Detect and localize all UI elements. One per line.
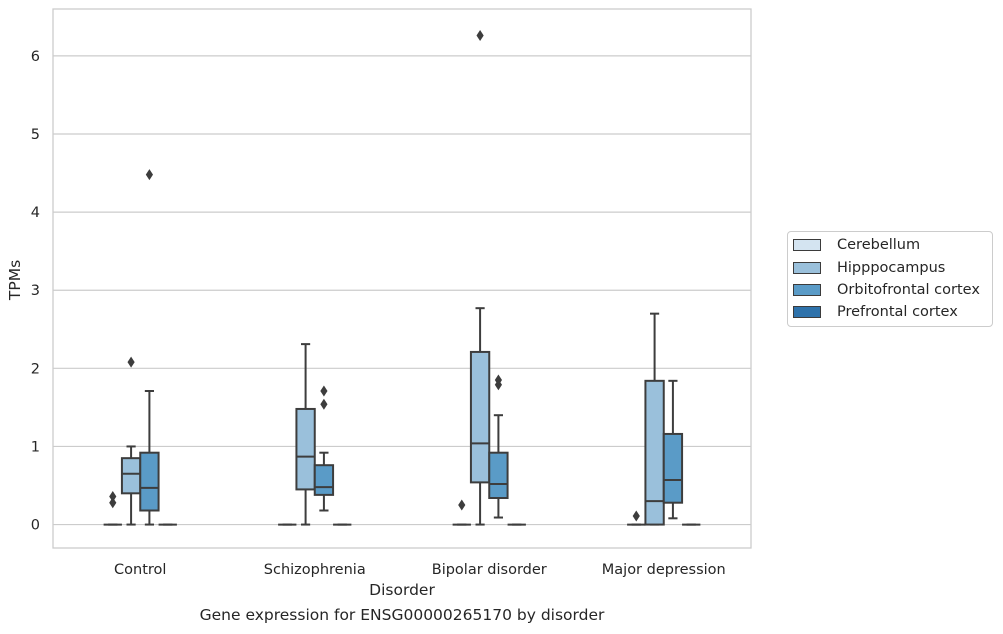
box-body (313, 464, 335, 496)
y-tick-label: 6 (31, 49, 40, 65)
y-tick-label: 3 (31, 283, 40, 299)
box-2-3 (662, 379, 684, 520)
legend-item-cerebellum: Cerebellum (793, 234, 920, 256)
legend-label: Orbitofrontal cortex (837, 282, 980, 298)
box-0-3 (627, 510, 646, 526)
legend-item-orbitofrontal-cortex: Orbitofrontal cortex (793, 279, 980, 301)
outlier-point (109, 490, 117, 502)
box-body (644, 379, 665, 526)
y-axis-label: TPMs (6, 260, 24, 301)
x-axis-label: Disorder (369, 581, 435, 599)
legend-item-prefrontal-cortex: Prefrontal cortex (793, 301, 958, 323)
legend-swatch (793, 306, 821, 318)
outlier-point (632, 510, 640, 522)
box-2-2 (488, 374, 509, 519)
x-tick-label: Schizophrenia (264, 562, 366, 578)
y-tick-label: 5 (31, 127, 40, 143)
figure-caption: Gene expression for ENSG00000265170 by d… (199, 606, 605, 624)
x-tick-label: Control (114, 562, 166, 578)
legend-label: Cerebellum (837, 237, 921, 253)
y-tick-label: 4 (31, 205, 40, 221)
y-tick-label: 0 (31, 518, 40, 534)
box-body (295, 407, 316, 491)
x-tick-label: Major depression (602, 562, 726, 578)
box-body (469, 350, 491, 484)
outlier-point (109, 497, 117, 509)
box-body (120, 457, 142, 495)
legend-swatch (793, 239, 821, 251)
y-tick-label: 2 (31, 361, 40, 377)
box-0-2 (452, 499, 471, 526)
outlier-point (145, 169, 154, 181)
box-body (662, 432, 684, 504)
legend: Cerebellum Hipppocampus Orbitofrontal co… (787, 231, 993, 327)
legend-label: Prefrontal cortex (837, 304, 958, 320)
outlier-point (494, 374, 503, 386)
outlier-point (320, 398, 328, 410)
box-body (488, 451, 509, 500)
box-1-3 (644, 312, 665, 526)
box-0-0 (103, 490, 122, 526)
box-1-2 (469, 30, 491, 526)
y-tick-labels: 0 1 2 3 4 5 6 (31, 49, 40, 534)
legend-swatch (793, 284, 821, 296)
legend-item-hippocampus: Hipppocampus (793, 257, 945, 279)
gridlines (53, 55, 751, 526)
boxes (103, 30, 701, 526)
box-2-1 (313, 385, 335, 512)
box-1-0 (120, 356, 142, 526)
outlier-point (458, 499, 466, 511)
outlier-point (476, 30, 484, 42)
box-1-1 (295, 343, 316, 526)
x-tick-labels: Control Schizophrenia Bipolar disorder Majo… (114, 562, 726, 578)
outlier-point (127, 356, 135, 368)
legend-label: Hipppocampus (837, 260, 946, 276)
outlier-point (320, 385, 328, 397)
box-body (139, 451, 160, 512)
box-2-0 (139, 169, 160, 526)
plot-area-frame (52, 8, 752, 549)
legend-swatch (793, 262, 821, 274)
y-tick-label: 1 (31, 439, 40, 455)
x-tick-label: Bipolar disorder (432, 562, 547, 578)
